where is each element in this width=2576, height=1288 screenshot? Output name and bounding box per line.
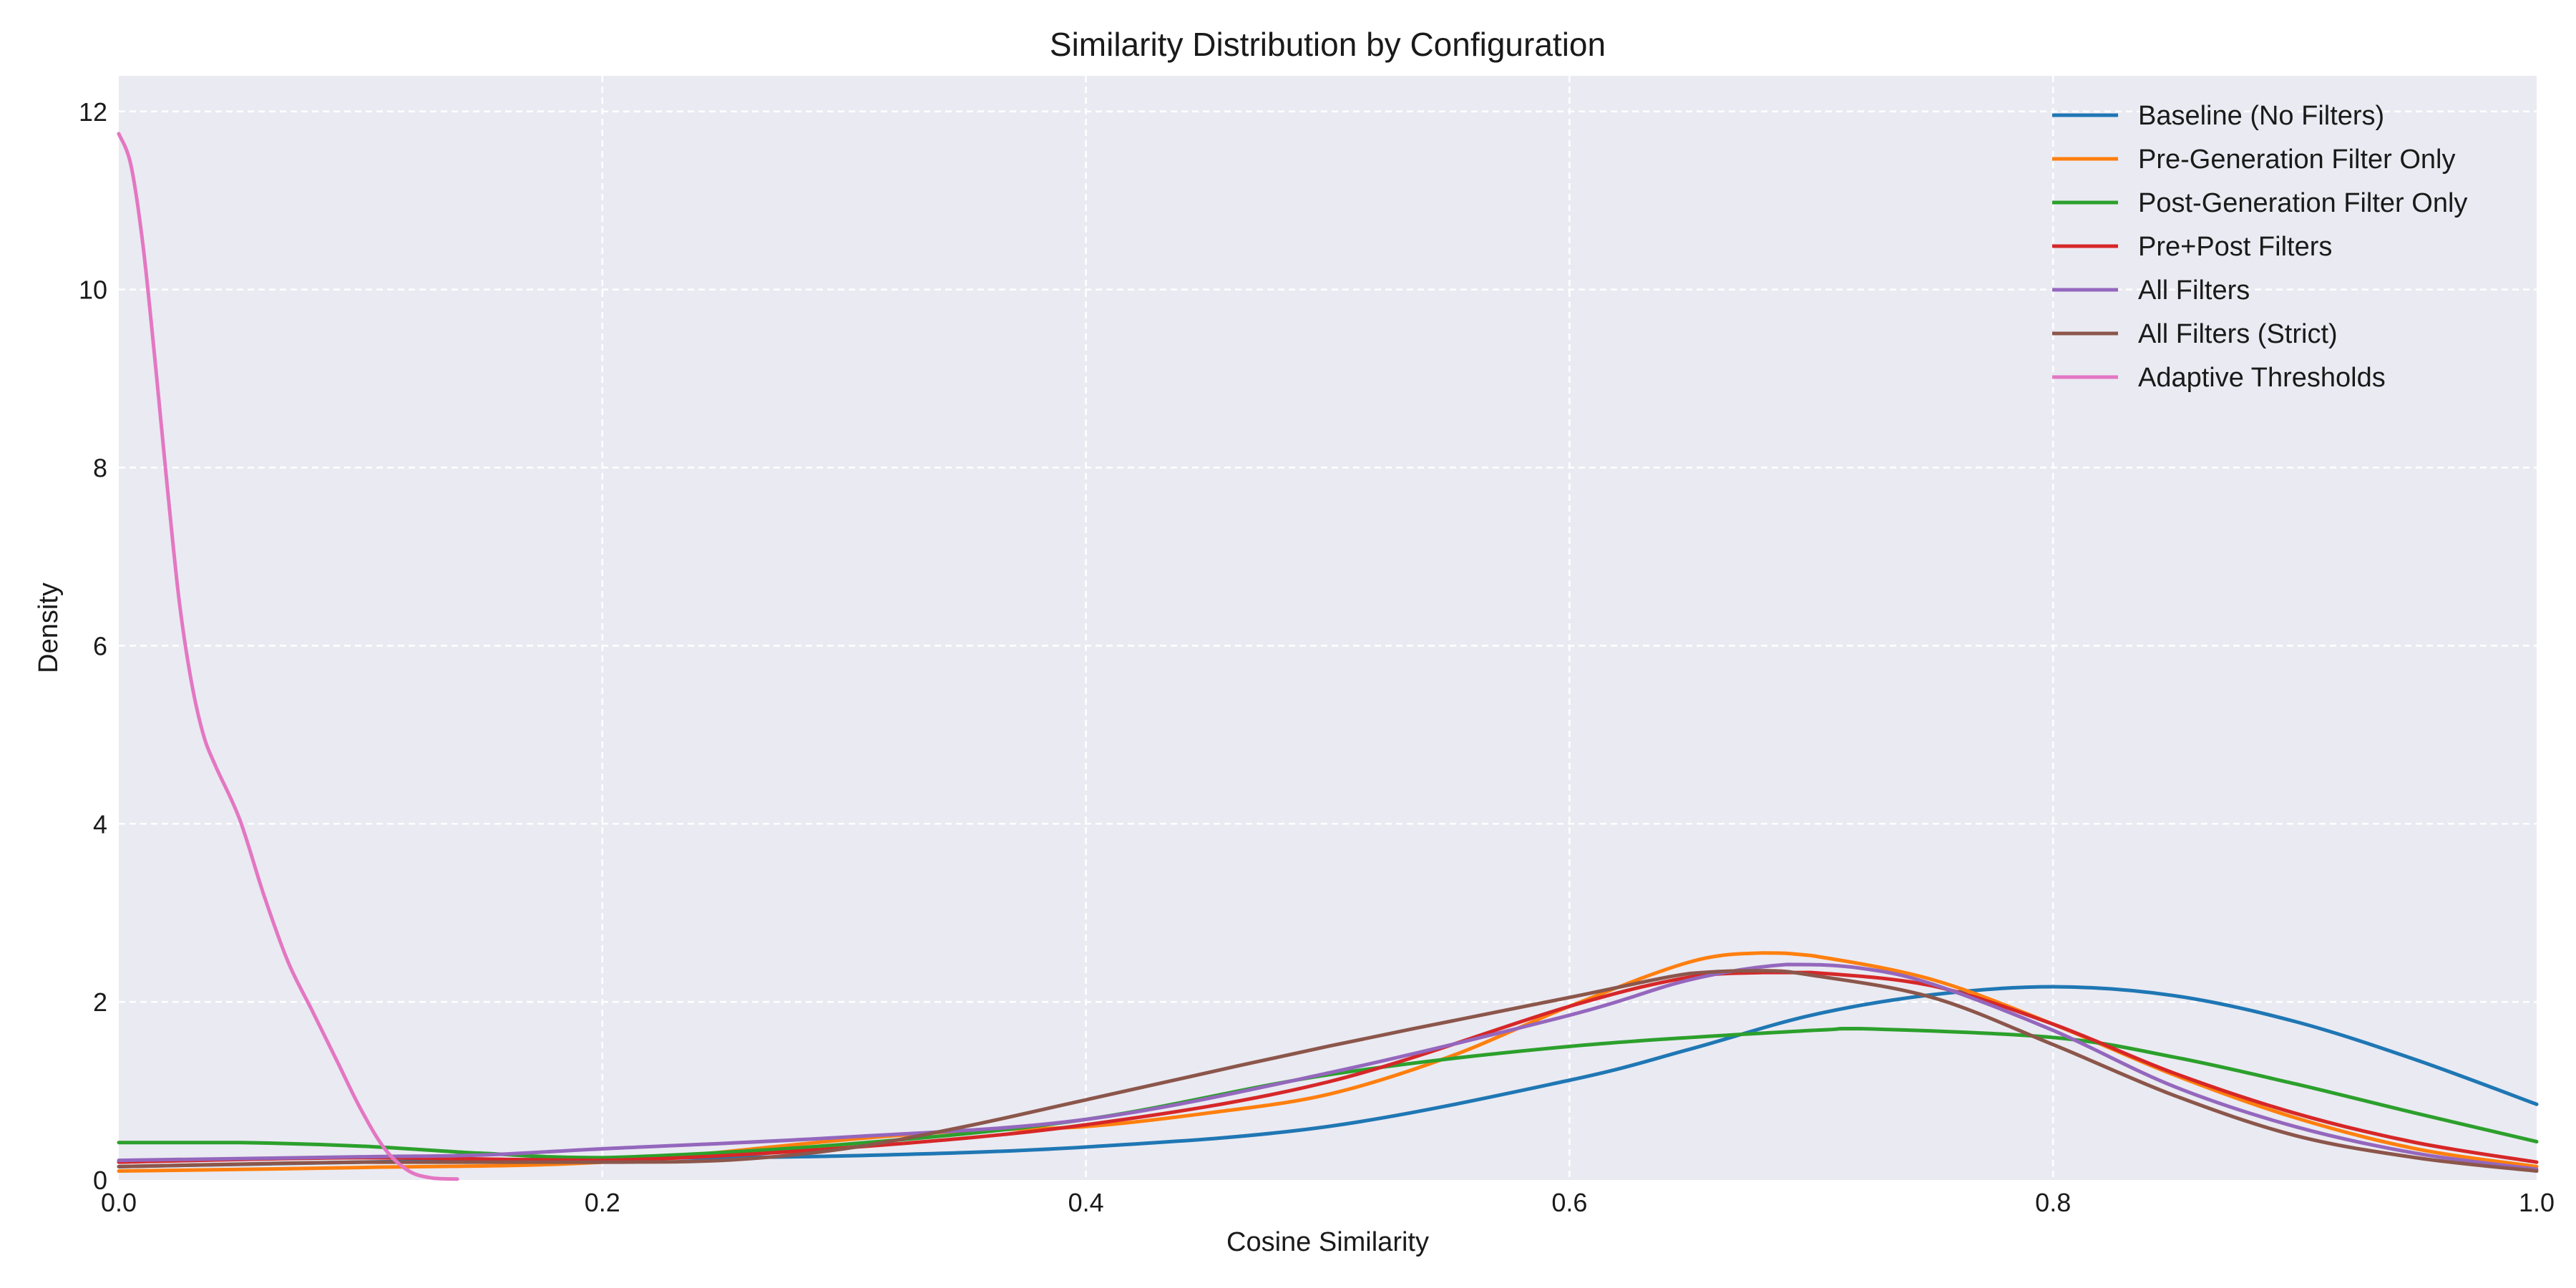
- y-tick-label: 4: [93, 809, 107, 839]
- series-line-3: [117, 1026, 2539, 1160]
- x-tick-label: 0.8: [2035, 1188, 2071, 1217]
- grid: [119, 76, 2537, 1180]
- x-axis-label: Cosine Similarity: [1226, 1227, 1429, 1257]
- x-tick-label: 0.0: [101, 1188, 137, 1217]
- legend-item: Pre-Generation Filter Only: [2052, 145, 2456, 175]
- legend-item: Pre+Post Filters: [2052, 232, 2332, 262]
- x-tick-label: 1.0: [2519, 1188, 2555, 1217]
- series-line-5: [117, 962, 2539, 1171]
- y-axis-label: Density: [34, 582, 64, 673]
- legend-item: All Filters: [2052, 275, 2250, 306]
- series-line-6: [117, 969, 2539, 1174]
- plot-area: [119, 76, 2537, 1180]
- x-axis-ticks: 0.0 0.2 0.4 0.6 0.8 1.0: [101, 1188, 2555, 1217]
- legend-label: Adaptive Thresholds: [2138, 363, 2386, 393]
- y-tick-label: 12: [79, 97, 107, 127]
- y-tick-label: 2: [93, 987, 107, 1017]
- x-tick-label: 0.6: [1551, 1188, 1587, 1217]
- legend-label: Pre+Post Filters: [2138, 232, 2332, 262]
- legend-item: All Filters (Strict): [2052, 319, 2338, 349]
- y-axis-ticks: 0 2 4 6 8 10 12: [79, 97, 107, 1195]
- y-tick-label: 0: [93, 1166, 107, 1195]
- legend-label: Post-Generation Filter Only: [2138, 188, 2467, 218]
- y-tick-label: 10: [79, 275, 107, 305]
- chart-title: Similarity Distribution by Configuration: [1050, 26, 1606, 63]
- x-tick-label: 0.4: [1068, 1188, 1104, 1217]
- series-line-7: [117, 132, 459, 1181]
- y-tick-label: 8: [93, 454, 107, 483]
- x-tick-label: 0.2: [585, 1188, 620, 1217]
- y-tick-label: 6: [93, 631, 107, 660]
- legend-item: Adaptive Thresholds: [2052, 363, 2386, 393]
- legend-label: All Filters (Strict): [2138, 319, 2338, 349]
- legend-item: Baseline (No Filters): [2052, 101, 2384, 131]
- legend-label: All Filters: [2138, 275, 2250, 306]
- series-lines: [117, 132, 2539, 1181]
- series-line-4: [117, 970, 2539, 1164]
- legend-item: Post-Generation Filter Only: [2052, 188, 2467, 218]
- legend: Baseline (No Filters) Pre-Generation Filt…: [2052, 101, 2467, 393]
- legend-label: Pre-Generation Filter Only: [2138, 145, 2456, 175]
- legend-label: Baseline (No Filters): [2138, 101, 2384, 131]
